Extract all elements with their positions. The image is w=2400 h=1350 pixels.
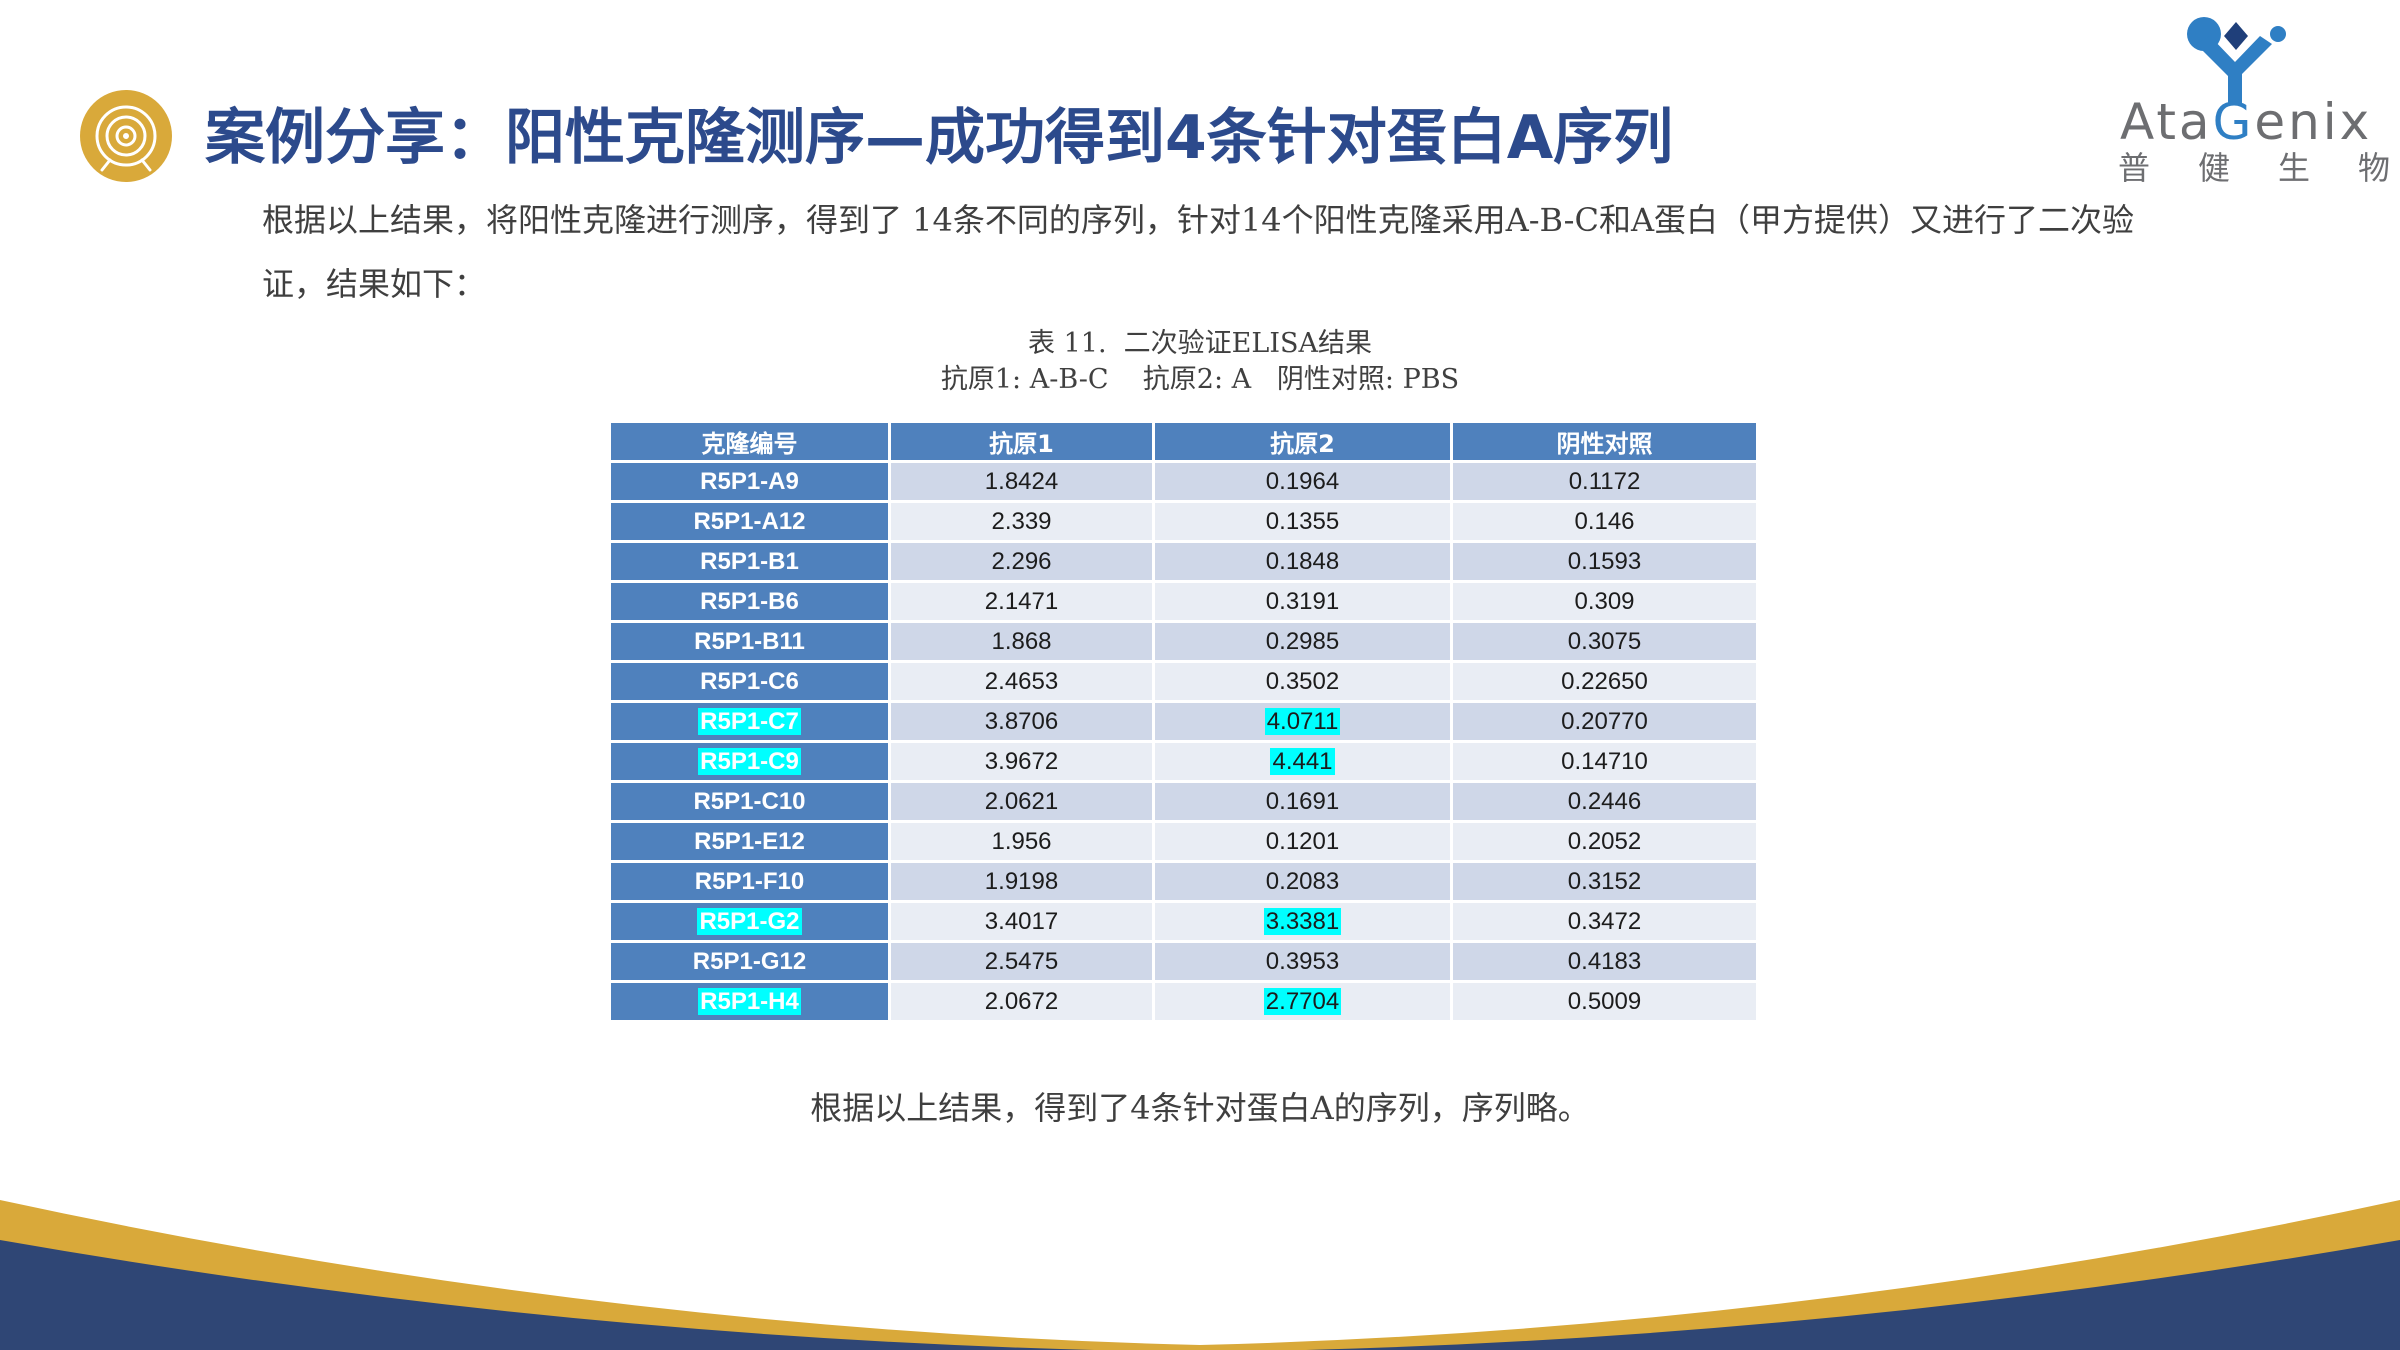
- target-icon: [80, 90, 172, 182]
- column-header: 抗原2: [1152, 420, 1453, 463]
- value-cell: 3.8706: [888, 700, 1155, 743]
- value-cell: 2.1471: [888, 580, 1155, 623]
- table-row: R5P1-A12 2.339 0.1355 0.146: [608, 500, 1759, 543]
- value-cell: 2.5475: [888, 940, 1155, 983]
- table-row: R5P1-F10 1.9198 0.2083 0.3152: [608, 860, 1759, 903]
- highlighted-value: R5P1-H4: [698, 987, 801, 1015]
- clone-id-cell: R5P1-H4: [608, 980, 891, 1023]
- highlighted-value: 4.441: [1270, 747, 1335, 775]
- logo-chinese-name: 普健生物: [2118, 149, 2390, 187]
- logo-wordmark: AtaGenix: [2120, 93, 2373, 151]
- value-cell: 1.8424: [888, 460, 1155, 503]
- value-cell: 0.20770: [1450, 700, 1759, 743]
- table-row: R5P1-A9 1.8424 0.1964 0.1172: [608, 460, 1759, 503]
- page-title: 案例分享：阳性克隆测序—成功得到4条针对蛋白A序列: [205, 103, 1674, 173]
- value-cell: 0.1201: [1152, 820, 1453, 863]
- value-cell: 0.3152: [1450, 860, 1759, 903]
- value-cell: 0.3953: [1152, 940, 1453, 983]
- value-cell: 0.1848: [1152, 540, 1453, 583]
- value-cell: 0.1172: [1450, 460, 1759, 503]
- column-header: 克隆编号: [608, 420, 891, 463]
- value-cell: 0.1355: [1152, 500, 1453, 543]
- highlighted-value: 4.0711: [1264, 707, 1341, 735]
- value-cell: 0.1593: [1450, 540, 1759, 583]
- highlighted-value: R5P1-G2: [697, 907, 802, 935]
- table-row: R5P1-C9 3.9672 4.441 0.14710: [608, 740, 1759, 783]
- value-cell: 3.3381: [1152, 900, 1453, 943]
- table-row: R5P1-C7 3.8706 4.0711 0.20770: [608, 700, 1759, 743]
- table-caption: 表 11. 二次验证ELISA结果: [1028, 328, 1372, 359]
- table-row: R5P1-B1 2.296 0.1848 0.1593: [608, 540, 1759, 583]
- highlighted-value: 3.3381: [1263, 907, 1342, 935]
- value-cell: 2.0672: [888, 980, 1155, 1023]
- table-antigen-legend: 抗原1: A-B-C 抗原2: A 阴性对照: PBS: [940, 364, 1460, 395]
- value-cell: 0.4183: [1450, 940, 1759, 983]
- value-cell: 0.3191: [1152, 580, 1453, 623]
- value-cell: 0.3502: [1152, 660, 1453, 703]
- value-cell: 0.309: [1450, 580, 1759, 623]
- value-cell: 4.0711: [1152, 700, 1453, 743]
- table-row: R5P1-H4 2.0672 2.7704 0.5009: [608, 980, 1759, 1023]
- clone-id-cell: R5P1-C6: [608, 660, 891, 703]
- value-cell: 1.868: [888, 620, 1155, 663]
- clone-id-cell: R5P1-B1: [608, 540, 891, 583]
- table-header-row: 克隆编号 抗原1 抗原2 阴性对照: [608, 420, 1759, 463]
- clone-id-cell: R5P1-G2: [608, 900, 891, 943]
- table-row: R5P1-B11 1.868 0.2985 0.3075: [608, 620, 1759, 663]
- value-cell: 0.2052: [1450, 820, 1759, 863]
- value-cell: 0.2083: [1152, 860, 1453, 903]
- highlighted-value: R5P1-C9: [698, 747, 801, 775]
- value-cell: 0.5009: [1450, 980, 1759, 1023]
- clone-id-cell: R5P1-C10: [608, 780, 891, 823]
- value-cell: 2.7704: [1152, 980, 1453, 1023]
- value-cell: 0.1691: [1152, 780, 1453, 823]
- value-cell: 0.3075: [1450, 620, 1759, 663]
- value-cell: 0.2985: [1152, 620, 1453, 663]
- value-cell: 1.9198: [888, 860, 1155, 903]
- highlighted-value: 2.7704: [1263, 987, 1342, 1015]
- table-row: R5P1-B6 2.1471 0.3191 0.309: [608, 580, 1759, 623]
- table-row: R5P1-C6 2.4653 0.3502 0.22650: [608, 660, 1759, 703]
- clone-id-cell: R5P1-B6: [608, 580, 891, 623]
- clone-id-cell: R5P1-G12: [608, 940, 891, 983]
- highlighted-value: R5P1-C7: [698, 707, 801, 735]
- value-cell: 4.441: [1152, 740, 1453, 783]
- clone-id-cell: R5P1-A9: [608, 460, 891, 503]
- value-cell: 0.3472: [1450, 900, 1759, 943]
- value-cell: 0.2446: [1450, 780, 1759, 823]
- value-cell: 0.146: [1450, 500, 1759, 543]
- clone-id-cell: R5P1-C7: [608, 700, 891, 743]
- column-header: 抗原1: [888, 420, 1155, 463]
- atagenix-logo: AtaGenix 普健生物: [2100, 14, 2390, 187]
- column-header: 阴性对照: [1450, 420, 1759, 463]
- table-row: R5P1-G12 2.5475 0.3953 0.4183: [608, 940, 1759, 983]
- value-cell: 3.9672: [888, 740, 1155, 783]
- value-cell: 2.4653: [888, 660, 1155, 703]
- value-cell: 2.296: [888, 540, 1155, 583]
- table-row: R5P1-E12 1.956 0.1201 0.2052: [608, 820, 1759, 863]
- value-cell: 1.956: [888, 820, 1155, 863]
- clone-id-cell: R5P1-F10: [608, 860, 891, 903]
- clone-id-cell: R5P1-A12: [608, 500, 891, 543]
- value-cell: 0.1964: [1152, 460, 1453, 503]
- clone-id-cell: R5P1-B11: [608, 620, 891, 663]
- conclusion-text: 根据以上结果，得到了4条针对蛋白A的序列，序列略。: [810, 1089, 1590, 1127]
- intro-paragraph: 根据以上结果，将阳性克隆进行测序，得到了 14条不同的序列，针对14个阳性克隆采…: [262, 201, 2135, 303]
- clone-id-cell: R5P1-E12: [608, 820, 891, 863]
- elisa-results-table: 克隆编号 抗原1 抗原2 阴性对照 R5P1-A9 1.8424 0.1964 0.1…: [608, 420, 1759, 1023]
- table-body: R5P1-A9 1.8424 0.1964 0.1172 R5P1-A12 2.339 0.…: [608, 460, 1759, 1023]
- clone-id-cell: R5P1-C9: [608, 740, 891, 783]
- table-row: R5P1-C10 2.0621 0.1691 0.2446: [608, 780, 1759, 823]
- footer-wave-decoration: [0, 1200, 2400, 1350]
- value-cell: 0.22650: [1450, 660, 1759, 703]
- value-cell: 0.14710: [1450, 740, 1759, 783]
- value-cell: 2.339: [888, 500, 1155, 543]
- logo-mark-icon: [2187, 17, 2286, 104]
- table-row: R5P1-G2 3.4017 3.3381 0.3472: [608, 900, 1759, 943]
- value-cell: 2.0621: [888, 780, 1155, 823]
- value-cell: 3.4017: [888, 900, 1155, 943]
